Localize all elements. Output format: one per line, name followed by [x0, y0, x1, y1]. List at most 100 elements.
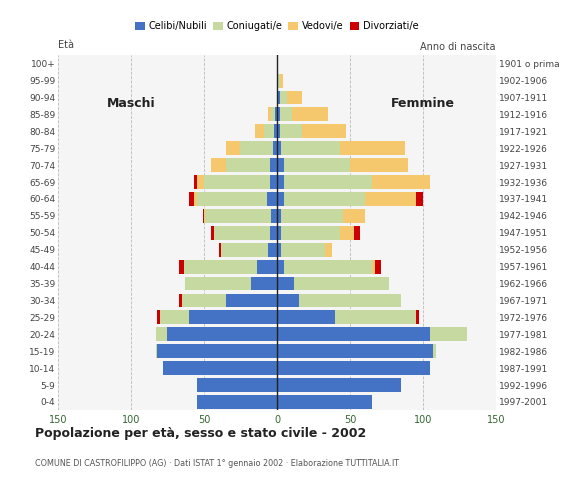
Bar	[157, 311, 160, 324]
Bar	[277, 175, 284, 189]
Bar	[277, 294, 299, 307]
Bar	[343, 209, 364, 223]
Bar	[274, 124, 277, 138]
Bar	[299, 294, 401, 307]
Bar	[340, 141, 405, 155]
Bar	[271, 209, 277, 223]
Bar	[375, 260, 380, 274]
Bar	[277, 327, 430, 341]
Bar	[280, 73, 283, 87]
Bar	[268, 108, 271, 121]
Bar	[281, 209, 343, 223]
Bar	[280, 91, 287, 105]
Bar	[194, 192, 197, 206]
Bar	[281, 226, 340, 240]
Bar	[183, 260, 256, 274]
Bar	[340, 226, 354, 240]
Bar	[280, 124, 302, 138]
Bar	[189, 311, 277, 324]
Bar	[241, 141, 273, 155]
Bar	[277, 243, 281, 257]
Text: Maschi: Maschi	[107, 97, 155, 110]
Bar	[157, 344, 277, 358]
Bar	[270, 158, 277, 172]
Bar	[277, 91, 280, 105]
Bar	[197, 378, 277, 392]
Bar	[276, 108, 277, 121]
Bar	[204, 209, 205, 223]
Bar	[267, 192, 277, 206]
Bar	[211, 226, 214, 240]
Bar	[219, 243, 222, 257]
Bar	[277, 158, 284, 172]
Bar	[281, 243, 325, 257]
Bar	[197, 192, 267, 206]
Bar	[354, 226, 360, 240]
Bar	[372, 260, 375, 274]
Bar	[277, 226, 281, 240]
Bar	[273, 141, 277, 155]
Bar	[179, 294, 182, 307]
Bar	[277, 73, 280, 87]
Bar	[270, 226, 277, 240]
Bar	[277, 260, 284, 274]
Bar	[226, 158, 270, 172]
Bar	[284, 192, 364, 206]
Bar	[268, 243, 277, 257]
Bar	[277, 192, 284, 206]
Bar	[156, 344, 157, 358]
Bar	[277, 395, 372, 409]
Bar	[189, 192, 194, 206]
Bar	[226, 294, 277, 307]
Bar	[350, 158, 408, 172]
Bar	[182, 294, 226, 307]
Bar	[416, 311, 419, 324]
Bar	[277, 276, 295, 290]
Bar	[277, 124, 280, 138]
Bar	[277, 108, 280, 121]
Bar	[287, 91, 302, 105]
Bar	[251, 276, 277, 290]
Bar	[271, 108, 276, 121]
Bar	[277, 209, 281, 223]
Bar	[256, 260, 277, 274]
Bar	[284, 175, 372, 189]
Bar	[194, 175, 197, 189]
Text: Anno di nascita: Anno di nascita	[420, 42, 496, 52]
Bar	[156, 327, 168, 341]
Text: Femmine: Femmine	[391, 97, 455, 110]
Bar	[277, 378, 401, 392]
Bar	[211, 158, 226, 172]
Bar	[292, 108, 328, 121]
Bar	[202, 209, 204, 223]
Bar	[302, 124, 346, 138]
Bar	[160, 311, 189, 324]
Bar	[205, 209, 271, 223]
Bar	[214, 226, 270, 240]
Bar	[185, 276, 251, 290]
Bar	[325, 243, 332, 257]
Bar	[280, 108, 292, 121]
Bar	[264, 124, 274, 138]
Bar	[277, 141, 281, 155]
Text: Popolazione per età, sesso e stato civile - 2002: Popolazione per età, sesso e stato civil…	[35, 427, 366, 440]
Bar	[226, 141, 241, 155]
Bar	[270, 175, 277, 189]
Bar	[284, 158, 350, 172]
Bar	[295, 276, 389, 290]
Bar	[277, 311, 335, 324]
Text: COMUNE DI CASTROFILIPPO (AG) · Dati ISTAT 1° gennaio 2002 · Elaborazione TUTTITA: COMUNE DI CASTROFILIPPO (AG) · Dati ISTA…	[35, 458, 399, 468]
Bar	[364, 192, 416, 206]
Bar	[255, 124, 264, 138]
Bar	[168, 327, 277, 341]
Bar	[372, 175, 430, 189]
Bar	[416, 192, 423, 206]
Bar	[197, 175, 204, 189]
Bar	[197, 395, 277, 409]
Bar	[430, 327, 467, 341]
Text: Età: Età	[58, 40, 74, 50]
Bar	[335, 311, 416, 324]
Bar	[204, 175, 270, 189]
Legend: Celibi/Nubili, Coniugati/e, Vedovi/e, Divorziati/e: Celibi/Nubili, Coniugati/e, Vedovi/e, Di…	[131, 17, 423, 35]
Bar	[284, 260, 372, 274]
